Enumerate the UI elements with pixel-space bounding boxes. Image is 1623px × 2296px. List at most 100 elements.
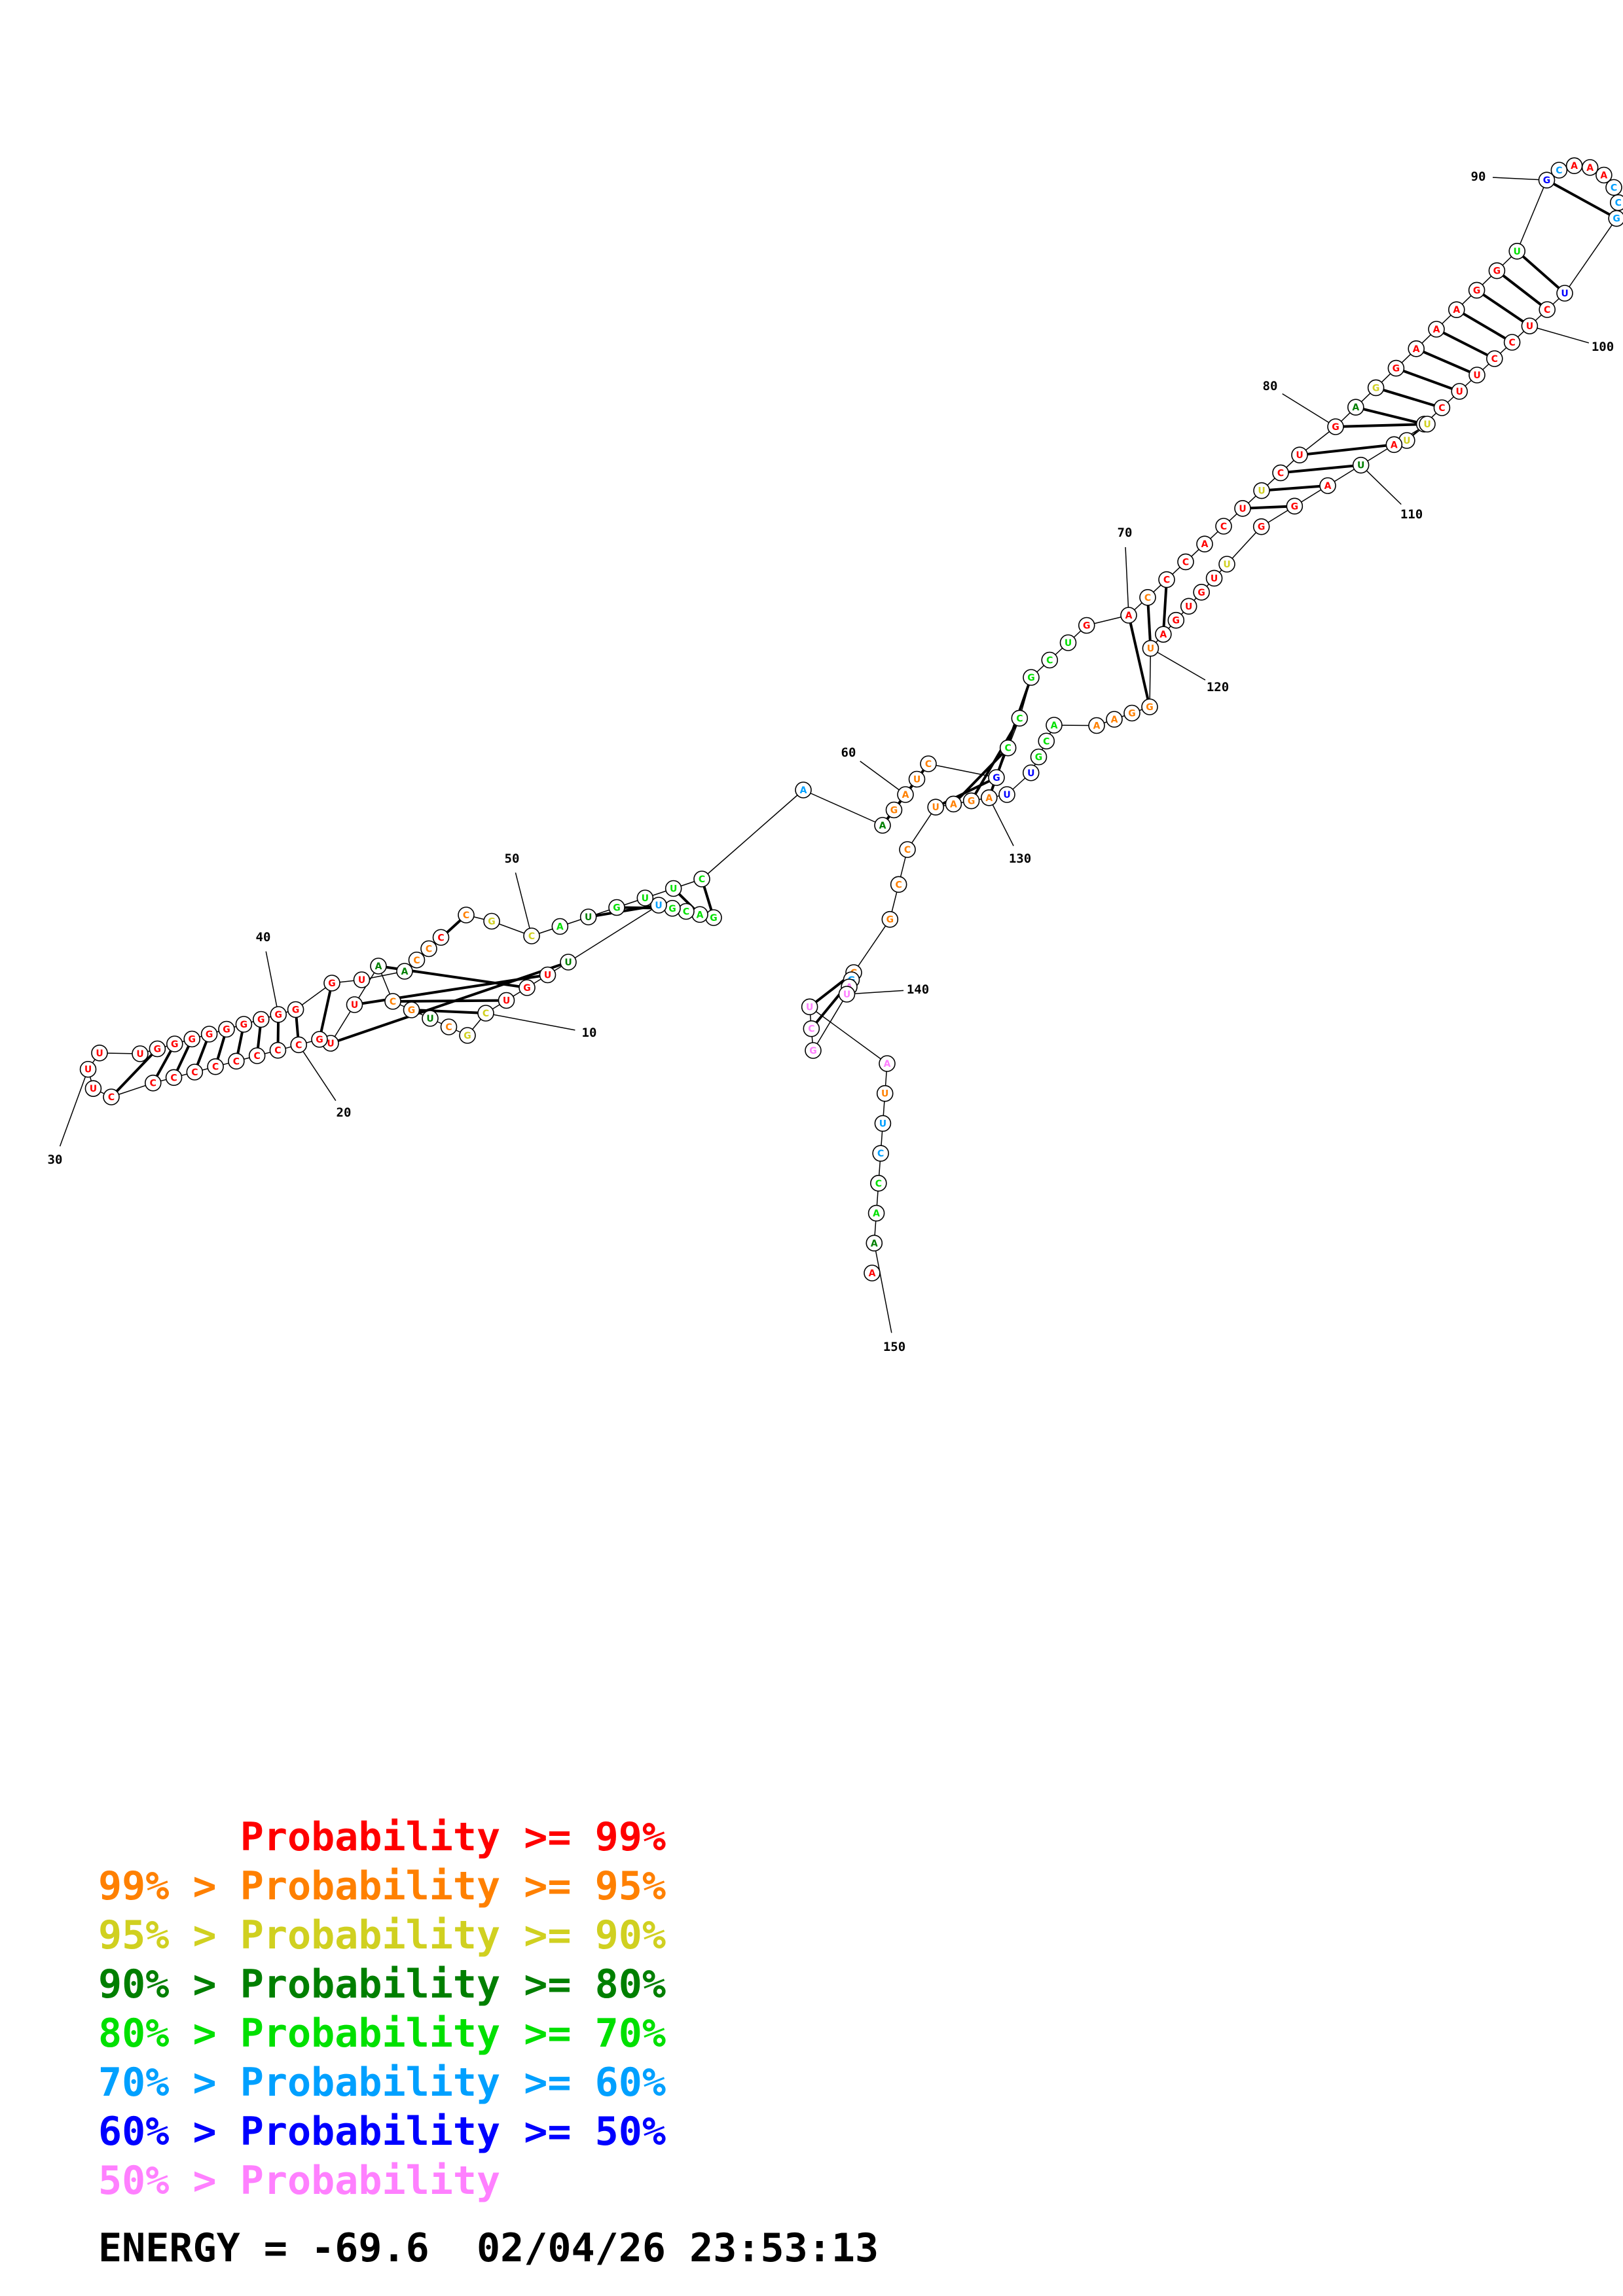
nucleotide-circle xyxy=(459,1027,476,1044)
nucleotide-circle xyxy=(1286,497,1304,515)
nucleotide-circle xyxy=(1193,584,1210,601)
nucleotide-letter: G xyxy=(523,983,531,994)
nucleotide-letter: U xyxy=(351,1000,358,1011)
tick-line xyxy=(1360,465,1402,505)
nucleotide-circle xyxy=(872,1145,889,1162)
nucleotide-circle xyxy=(1059,634,1077,651)
nucleotide-letter: C xyxy=(699,874,705,885)
legend-suffix: >= 95% xyxy=(524,1863,666,1909)
backbone-segment xyxy=(1226,526,1262,565)
nucleotide-letter: G xyxy=(613,903,621,914)
nucleotide: U xyxy=(132,1045,149,1062)
backbone-segment xyxy=(1516,179,1548,252)
nucleotide-letter: U xyxy=(1526,321,1533,332)
nucleotide-circle xyxy=(84,1080,102,1097)
nucleotide-circle xyxy=(235,1016,253,1033)
position-label: 60 xyxy=(841,745,856,760)
nucleotide: C xyxy=(477,1005,494,1022)
nucleotide: G xyxy=(1141,698,1158,715)
nucleotide-letter: G xyxy=(886,915,894,925)
nucleotide-circle xyxy=(876,1085,894,1102)
nucleotide: A xyxy=(1581,159,1599,176)
nucleotide: U xyxy=(1352,456,1370,474)
tick-line xyxy=(847,990,904,995)
base-pair-line xyxy=(1436,328,1495,360)
nucleotide: A xyxy=(1408,340,1425,357)
nucleotide: U xyxy=(84,1080,102,1097)
nucleotide-circle xyxy=(693,870,710,888)
nucleotide: A xyxy=(1347,399,1364,416)
nucleotide-circle xyxy=(805,1042,822,1059)
nucleotide: A xyxy=(1428,321,1445,338)
position-label: 100 xyxy=(1592,340,1614,354)
nucleotide: G xyxy=(1078,617,1095,634)
nucleotide: U xyxy=(1205,569,1223,587)
nucleotide: G xyxy=(881,910,899,928)
nucleotide-letter: G xyxy=(154,1045,162,1055)
nucleotide-circle xyxy=(270,1006,287,1023)
nucleotide-circle xyxy=(1387,359,1405,377)
nucleotide: U xyxy=(1556,285,1573,302)
nucleotide-circle xyxy=(665,880,682,897)
legend-row: 95% > Probability >= 90% xyxy=(98,1911,666,1960)
nucleotide-circle xyxy=(498,992,515,1009)
nucleotide-circle xyxy=(228,1052,245,1070)
nucleotide: U xyxy=(1291,446,1308,464)
nucleotide-circle xyxy=(801,998,818,1016)
nucleotide-letter: G xyxy=(1027,673,1035,683)
legend-prefix xyxy=(98,1814,217,1860)
nucleotide-letter: A xyxy=(1391,440,1398,450)
nucleotide-circle xyxy=(1521,317,1539,334)
nucleotide: C xyxy=(432,929,450,946)
nucleotide-letter: G xyxy=(1332,422,1340,433)
nucleotide-letter: U xyxy=(913,775,921,785)
nucleotide-circle xyxy=(1253,482,1270,499)
nucleotide-letter: C xyxy=(1016,713,1023,724)
nucleotide-letter: U xyxy=(879,1119,886,1129)
nucleotide: G xyxy=(988,769,1005,786)
nucleotide: C xyxy=(1215,518,1232,535)
nucleotide-letter: C xyxy=(1005,744,1012,754)
nucleotide-circle xyxy=(1608,209,1623,227)
nucleotide: A xyxy=(1046,717,1063,734)
nucleotide: G xyxy=(459,1027,476,1044)
nucleotide-circle xyxy=(838,986,856,1003)
nucleotide-letter: C xyxy=(413,956,420,966)
nucleotide: C xyxy=(1272,464,1289,482)
base-pair-line xyxy=(1161,579,1168,635)
nucleotide-circle xyxy=(1367,379,1385,397)
nucleotide: C xyxy=(420,940,437,958)
nucleotide-circle xyxy=(207,1058,224,1075)
base-pair-line xyxy=(1335,423,1428,428)
nucleotide: G xyxy=(235,1016,253,1033)
nucleotide: C xyxy=(890,876,907,893)
nucleotide-letter: C xyxy=(1438,403,1445,414)
nucleotide-letter: U xyxy=(1258,486,1265,497)
nucleotide: G xyxy=(1327,418,1344,435)
nucleotide: A xyxy=(981,789,998,806)
base-pair-line xyxy=(110,1048,158,1098)
nucleotide-circle xyxy=(1596,166,1613,184)
nucleotide-circle xyxy=(483,912,500,930)
nucleotide: C xyxy=(1486,350,1503,367)
nucleotide-letter: C xyxy=(445,1022,452,1033)
nucleotide-letter: A xyxy=(1201,539,1209,550)
nucleotide-letter: G xyxy=(668,904,676,914)
nucleotide-circle xyxy=(1428,321,1445,338)
tick-line xyxy=(515,872,532,937)
position-label: 10 xyxy=(582,1026,597,1040)
nucleotide-letter: U xyxy=(136,1049,143,1060)
nucleotide-circle xyxy=(539,966,556,984)
nucleotide-circle xyxy=(874,1115,892,1132)
nucleotide-letter: U xyxy=(503,996,510,1007)
nucleotide-circle xyxy=(144,1074,162,1092)
nucleotide-letter: U xyxy=(1403,436,1410,446)
nucleotide: C xyxy=(269,1041,287,1059)
nucleotide-circle xyxy=(1088,717,1105,734)
nucleotide: A xyxy=(1448,301,1465,319)
nucleotide-letter: C xyxy=(212,1062,219,1073)
nucleotide-letter: G xyxy=(488,917,496,927)
nucleotide-circle xyxy=(1605,179,1622,196)
nucleotide-letter: C xyxy=(295,1040,302,1050)
